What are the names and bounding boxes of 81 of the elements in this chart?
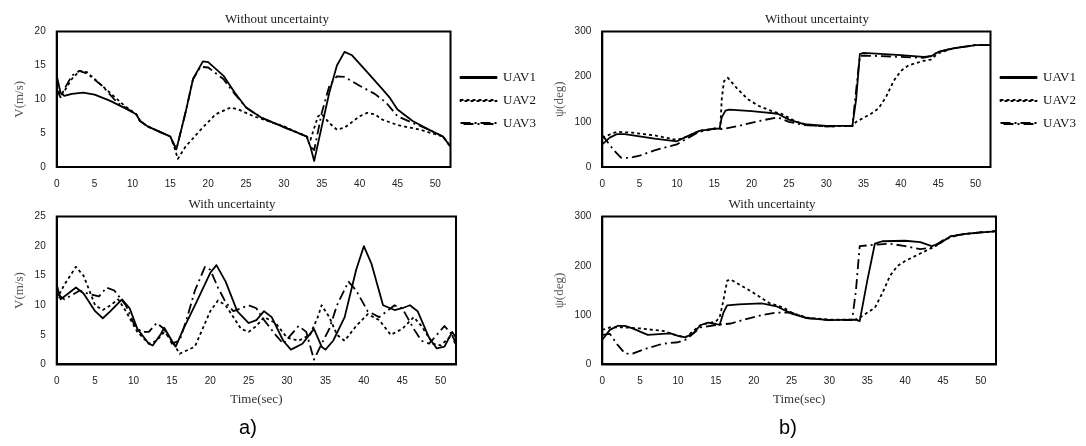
y-tick-label: 10: [34, 93, 47, 105]
y-tick-label: 5: [40, 126, 47, 138]
x-tick-label: 30: [281, 375, 294, 387]
y-tick-label: 10: [34, 299, 47, 311]
x-tick-label: 40: [895, 177, 907, 189]
chart-title: With uncertainty: [188, 196, 277, 212]
y-tick-label: 200: [574, 70, 592, 82]
x-tick-label: 45: [932, 177, 945, 189]
chart-title: Without uncertainty: [765, 11, 870, 27]
x-tick-label: 50: [970, 177, 982, 189]
legend-label: UAV3: [503, 114, 537, 130]
y-tick-label: 300: [574, 210, 592, 222]
x-tick-label: 0: [53, 177, 60, 189]
legend-label: UAV2: [503, 91, 537, 107]
x-tick-label: 0: [599, 177, 606, 189]
y-tick-label: 200: [574, 259, 592, 271]
x-tick-label: 40: [358, 375, 370, 387]
x-tick-label: 50: [435, 375, 447, 387]
x-tick-label: 25: [783, 177, 795, 189]
x-tick-label: 30: [278, 177, 290, 189]
x-tick-label: 5: [92, 375, 99, 387]
x-tick-label: 35: [861, 375, 874, 387]
x-tick-label: 10: [126, 177, 139, 189]
y-tick-label: 20: [34, 239, 47, 251]
x-tick-label: 15: [710, 375, 722, 387]
text: a): [238, 416, 258, 439]
y-tick-label: 300: [574, 25, 592, 37]
x-tick-label: 10: [127, 375, 140, 387]
x-axis-title: Time(sec): [773, 390, 826, 406]
x-tick-label: 25: [240, 177, 253, 189]
y-axis-title: V(m/s): [11, 80, 27, 118]
chart-title: Without uncertainty: [225, 11, 330, 27]
x-tick-label: 45: [937, 375, 949, 387]
x-tick-label: 10: [671, 177, 683, 189]
x-tick-label: 0: [53, 375, 60, 387]
chart-title: With uncertainty: [728, 196, 817, 212]
y-tick-label: 25: [34, 210, 47, 222]
y-axis-title: ψ(deg): [551, 81, 567, 118]
x-tick-label: 35: [319, 375, 332, 387]
legend-label: UAV3: [1043, 114, 1077, 130]
x-tick-label: 20: [204, 375, 217, 387]
y-tick-label: 0: [585, 358, 592, 370]
x-tick-label: 5: [637, 375, 644, 387]
y-tick-label: 0: [585, 160, 592, 172]
y-tick-label: 5: [40, 328, 47, 340]
x-tick-label: 50: [429, 177, 442, 189]
x-tick-label: 25: [243, 375, 255, 387]
x-tick-label: 10: [672, 375, 684, 387]
x-tick-label: 45: [396, 375, 409, 387]
x-tick-label: 15: [708, 177, 721, 189]
legend-label: UAV1: [1043, 68, 1077, 84]
x-tick-label: 40: [899, 375, 912, 387]
y-tick-label: 15: [34, 269, 47, 281]
x-axis-title: Time(sec): [230, 390, 283, 406]
x-tick-label: 20: [202, 177, 215, 189]
x-tick-label: 15: [164, 177, 177, 189]
y-axis-title: V(m/s): [11, 272, 27, 309]
y-axis-title: ψ(deg): [551, 272, 567, 309]
x-tick-label: 30: [820, 177, 833, 189]
y-tick-label: 100: [574, 308, 592, 320]
legend-label: UAV1: [503, 68, 537, 84]
text: b): [778, 416, 798, 439]
x-tick-label: 35: [858, 177, 870, 189]
x-tick-label: 25: [786, 375, 798, 387]
x-tick-label: 35: [316, 177, 328, 189]
y-tick-label: 0: [40, 160, 47, 172]
x-tick-label: 15: [166, 375, 178, 387]
x-tick-label: 0: [599, 375, 606, 387]
x-tick-label: 5: [91, 177, 98, 189]
x-tick-label: 20: [748, 375, 760, 387]
y-tick-label: 15: [34, 59, 47, 71]
x-tick-label: 30: [823, 375, 836, 387]
x-tick-label: 45: [391, 177, 404, 189]
x-tick-label: 50: [975, 375, 987, 387]
x-tick-label: 5: [636, 177, 643, 189]
y-tick-label: 100: [574, 115, 592, 127]
legend-label: UAV2: [1043, 91, 1077, 107]
x-tick-label: 40: [354, 177, 366, 189]
y-tick-label: 20: [34, 25, 47, 37]
x-tick-label: 20: [746, 177, 758, 189]
y-tick-label: 0: [40, 358, 47, 370]
